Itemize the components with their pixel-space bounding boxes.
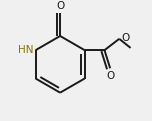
Text: O: O <box>106 71 114 81</box>
Text: O: O <box>56 0 64 11</box>
Text: O: O <box>121 33 129 43</box>
Text: HN: HN <box>18 45 33 55</box>
